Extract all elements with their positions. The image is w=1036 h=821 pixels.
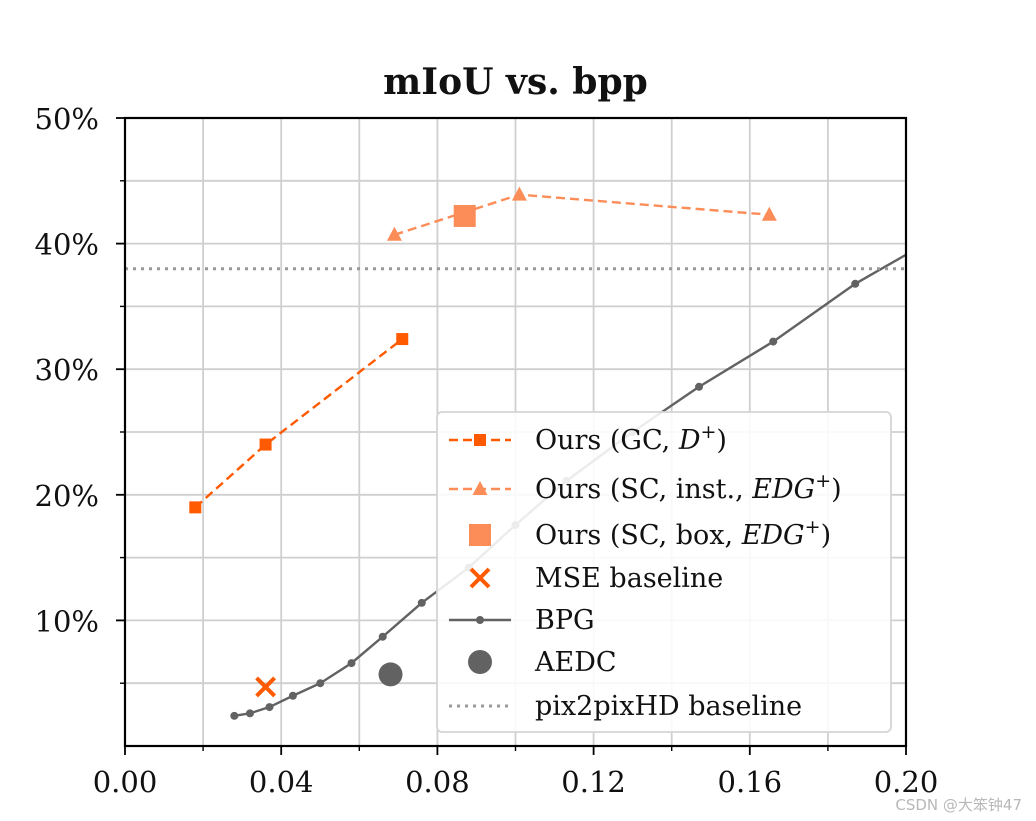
ours-sc-inst-edg-line: [394, 193, 770, 236]
legend-item-ours-sc-box-edg: Ours (SC, box, EDG+): [469, 516, 831, 551]
aedc-point: [378, 662, 403, 687]
legend: Ours (GC, D+) Ours (SC, inst., EDG+) Ours …: [436, 411, 892, 733]
ours-sc-box-edg-point: [453, 204, 476, 227]
series-aedc: [378, 662, 403, 687]
ours-sc-inst-edg-point: [761, 206, 777, 221]
legend-marker: [468, 650, 492, 674]
x-tick-label: 0.08: [405, 765, 470, 799]
legend-item-mse-baseline: MSE baseline: [469, 563, 723, 594]
mse-baseline-point: [255, 676, 276, 698]
bpg-point: [245, 709, 254, 718]
bpg-point: [288, 691, 297, 700]
ours-gc-d-line: [194, 338, 403, 509]
ours-gc-d-point: [396, 333, 409, 346]
series-ours-sc-inst-edg: [386, 186, 777, 241]
bpg-point: [851, 279, 860, 288]
x-tick-label: 0.20: [874, 765, 939, 799]
legend-label: Ours (GC, D+): [535, 421, 727, 456]
legend-label: pix2pixHD baseline: [535, 691, 802, 722]
chart-title: mIoU vs. bpp: [383, 61, 648, 103]
series-mse-baseline: [255, 676, 276, 698]
legend-marker: [474, 434, 486, 446]
series-ours-sc-box-edg: [453, 204, 476, 227]
axis-ticks: 0.00 0.04 0.08 0.12 0.16 0.20 10% 20% 30% 40% 50%: [35, 102, 939, 799]
legend-item-pix2pixhd-baseline: pix2pixHD baseline: [449, 691, 802, 722]
y-tick-label: 40%: [35, 228, 99, 262]
legend-label: BPG: [535, 605, 595, 636]
bpg-point: [265, 703, 274, 712]
y-tick-label: 10%: [35, 604, 99, 638]
ours-sc-inst-edg-point: [511, 186, 527, 201]
legend-marker: [469, 524, 491, 546]
y-tick-label: 20%: [35, 479, 99, 513]
legend-label: Ours (SC, box, EDG+): [535, 516, 831, 551]
x-tick-label: 0.12: [561, 765, 626, 799]
bpg-point: [769, 337, 778, 346]
x-tick-label: 0.00: [93, 765, 158, 799]
ours-gc-d-point: [259, 438, 272, 451]
bpg-point: [378, 632, 387, 641]
legend-box: [436, 411, 892, 733]
legend-marker: [476, 616, 484, 624]
legend-item-aedc: AEDC: [468, 647, 617, 678]
bpg-point: [417, 598, 426, 607]
watermark: CSDN @大笨钟47: [895, 796, 1022, 814]
x-tick-label: 0.04: [249, 765, 314, 799]
bpg-point: [230, 711, 239, 720]
legend-marker: [469, 567, 491, 589]
x-tick-label: 0.16: [718, 765, 783, 799]
bpg-point: [922, 240, 930, 248]
legend-label: MSE baseline: [535, 563, 723, 594]
ours-gc-d-point: [189, 501, 202, 514]
legend-item-ours-gc-d: Ours (GC, D+): [449, 421, 727, 456]
series-ours-gc-d: [189, 333, 409, 514]
legend-marker: [472, 481, 488, 495]
ours-sc-inst-edg-point: [386, 226, 402, 241]
y-tick-label: 50%: [35, 102, 99, 136]
bpg-point: [316, 679, 325, 688]
y-tick-label: 30%: [35, 353, 99, 387]
bpg-point: [695, 382, 704, 391]
legend-item-ours-sc-inst-edg: Ours (SC, inst., EDG+): [449, 470, 842, 505]
legend-label: AEDC: [534, 647, 617, 678]
legend-label: Ours (SC, inst., EDG+): [535, 470, 842, 505]
legend-item-bpg: BPG: [449, 605, 595, 636]
bpg-point: [347, 659, 356, 668]
